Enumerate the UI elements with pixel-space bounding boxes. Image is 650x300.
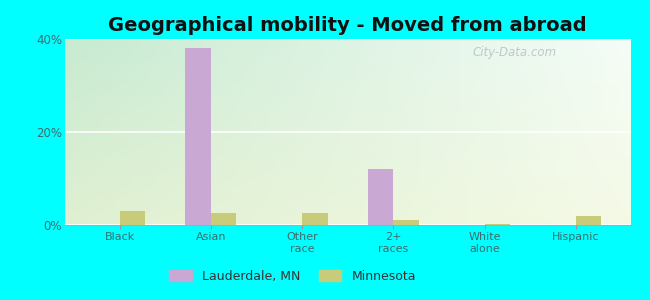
Title: Geographical mobility - Moved from abroad: Geographical mobility - Moved from abroa… — [109, 16, 587, 35]
Text: City-Data.com: City-Data.com — [472, 46, 556, 59]
Bar — [484, 224, 510, 225]
Bar — [393, 220, 419, 225]
Bar — [576, 216, 601, 225]
Bar — [120, 211, 145, 225]
Bar — [185, 48, 211, 225]
Legend: Lauderdale, MN, Minnesota: Lauderdale, MN, Minnesota — [164, 265, 421, 288]
Bar — [368, 169, 393, 225]
Bar — [302, 213, 328, 225]
Bar — [211, 213, 237, 225]
